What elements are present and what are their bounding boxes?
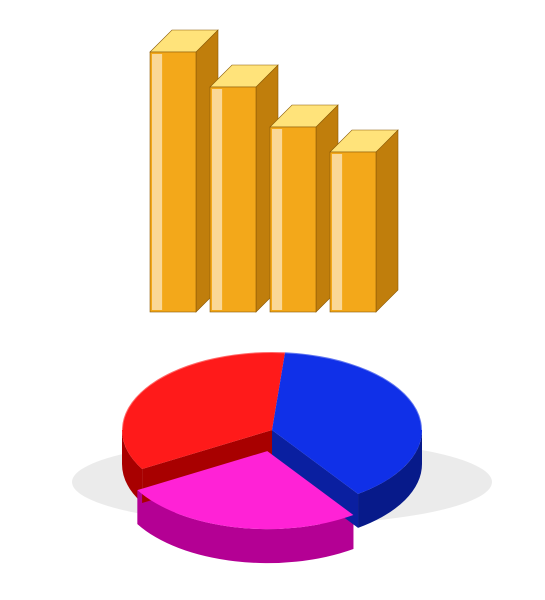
bar-chart — [150, 30, 398, 312]
bar-1 — [210, 65, 278, 312]
chart-illustration — [0, 0, 545, 600]
bar-2 — [270, 105, 338, 312]
chart-svg — [0, 0, 545, 600]
bar-3 — [330, 130, 398, 312]
bar-0 — [150, 30, 218, 312]
pie-chart — [122, 352, 422, 563]
